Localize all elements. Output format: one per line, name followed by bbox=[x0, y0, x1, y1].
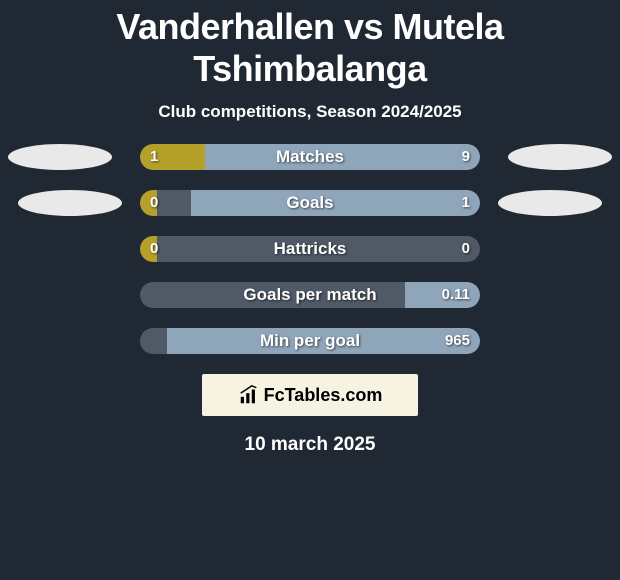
player-right-avatar-2 bbox=[498, 190, 602, 216]
stat-row: 00Hattricks bbox=[140, 236, 480, 262]
brand-label: FcTables.com bbox=[264, 385, 383, 406]
stat-row: 19Matches bbox=[140, 144, 480, 170]
stat-row: 0.11Goals per match bbox=[140, 282, 480, 308]
page-title: Vanderhallen vs Mutela Tshimbalanga bbox=[0, 6, 620, 90]
stat-row: 965Min per goal bbox=[140, 328, 480, 354]
stat-label: Goals per match bbox=[140, 282, 480, 308]
player-left-avatar-1 bbox=[8, 144, 112, 170]
subtitle: Club competitions, Season 2024/2025 bbox=[0, 102, 620, 122]
player-right-avatar-1 bbox=[508, 144, 612, 170]
stat-label: Min per goal bbox=[140, 328, 480, 354]
stat-row: 01Goals bbox=[140, 190, 480, 216]
stat-label: Matches bbox=[140, 144, 480, 170]
date-label: 10 march 2025 bbox=[0, 434, 620, 456]
stat-label: Hattricks bbox=[140, 236, 480, 262]
comparison-widget: Vanderhallen vs Mutela Tshimbalanga Club… bbox=[0, 6, 620, 456]
brand-box[interactable]: FcTables.com bbox=[202, 374, 418, 416]
chart-icon bbox=[238, 384, 260, 406]
player-left-avatar-2 bbox=[18, 190, 122, 216]
stat-label: Goals bbox=[140, 190, 480, 216]
bars-area: 19Matches 01Goals 00Hattricks 0.11Goals per… bbox=[0, 144, 620, 354]
